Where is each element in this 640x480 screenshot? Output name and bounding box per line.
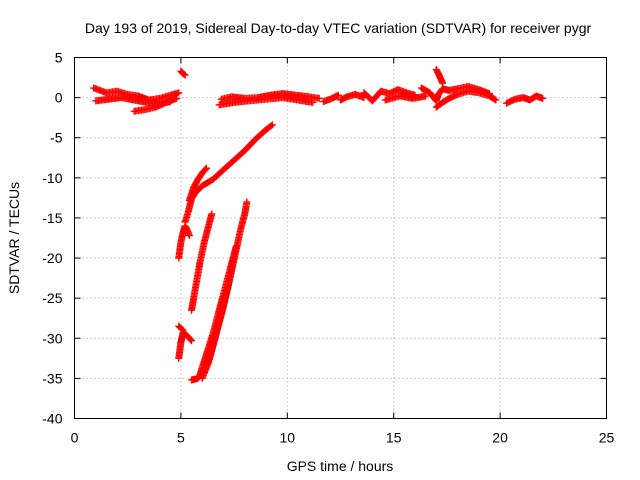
series-0: [90, 66, 547, 115]
plot-frame: [74, 57, 607, 419]
data-track-1-8: [198, 254, 238, 382]
x-tick-label: 10: [280, 430, 296, 446]
data-track-0-8: [360, 86, 419, 105]
data-track-0-12: [432, 66, 447, 87]
y-tick-label: 0: [55, 90, 63, 106]
data-track-1-1: [181, 121, 276, 226]
data-track-0-2: [130, 94, 181, 115]
grid-layer: [74, 57, 607, 419]
data-track-0-5: [215, 94, 317, 109]
marks-layer: [90, 66, 547, 384]
data-track-1-3: [175, 329, 196, 362]
data-track-0-13: [502, 92, 547, 107]
y-tick-label: 5: [55, 50, 63, 66]
data-track-0-11: [432, 87, 500, 111]
y-axis-label: SDTVAR / TECUs: [6, 182, 22, 294]
series-1: [175, 121, 276, 384]
x-tick-label: 20: [492, 430, 508, 446]
x-tick-label: 25: [599, 430, 615, 446]
y-tick-label: -10: [42, 170, 62, 186]
data-track-0-3: [177, 67, 189, 79]
data-track-1-4: [175, 322, 187, 334]
chart-title: Day 193 of 2019, Sidereal Day-to-day VTE…: [85, 20, 592, 36]
y-tick-label: -35: [42, 370, 62, 386]
y-tick-label: -30: [42, 330, 62, 346]
x-tick-label: 15: [386, 430, 402, 446]
ticks-layer: 0 5 10 15 20 25 5 0 -5 -10 -15 -20 -25 -30 -35 -40: [42, 50, 614, 446]
data-track-0-9: [381, 92, 430, 104]
data-track-1-2: [185, 164, 210, 204]
x-axis-label: GPS time / hours: [287, 458, 394, 474]
x-tick-label: 5: [177, 430, 185, 446]
data-track-1-0: [175, 222, 193, 262]
data-track-0-7: [337, 90, 368, 104]
y-tick-label: -5: [50, 130, 63, 146]
y-tick-label: -25: [42, 290, 62, 306]
data-track-0-6: [319, 91, 342, 106]
x-tick-label: 0: [71, 430, 79, 446]
y-tick-label: -15: [42, 210, 62, 226]
y-tick-label: -40: [42, 411, 62, 427]
data-track-1-5: [188, 210, 216, 314]
y-tick-label: -20: [42, 250, 62, 266]
